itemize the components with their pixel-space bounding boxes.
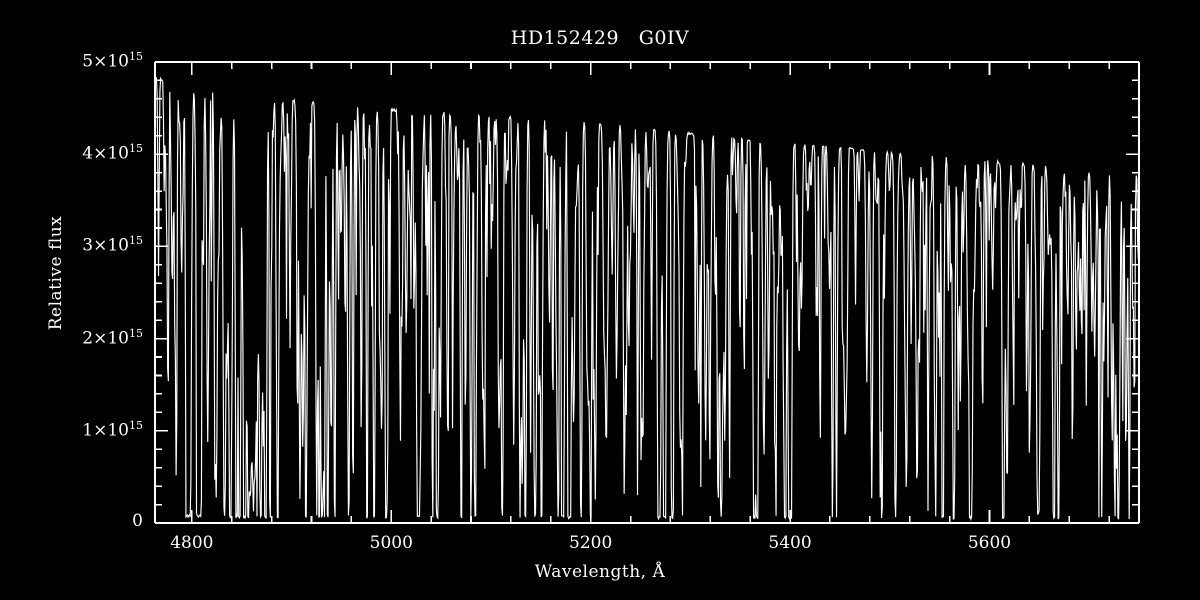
axes-frame <box>154 61 1140 524</box>
x-tick-label: 5000 <box>369 533 413 553</box>
y-tick-label: 2×1015 <box>82 326 143 349</box>
x-axis-title: Wavelength, Å <box>534 562 666 582</box>
y-tick-label: 1×1015 <box>82 418 143 441</box>
x-tick-label: 5600 <box>967 533 1012 553</box>
y-tick-label: 3×1015 <box>82 234 143 257</box>
y-tick-label: 4×1015 <box>82 142 143 164</box>
x-tick-label: 5400 <box>768 533 812 553</box>
y-tick-label: 5×1015 <box>82 50 143 72</box>
x-tick-label: 5200 <box>569 533 613 553</box>
y-tick-label: 0 <box>132 511 143 531</box>
x-tick-label: 4800 <box>170 533 214 553</box>
page-title: HD152429 G0IV <box>510 27 690 49</box>
spectrum-trace <box>156 76 1138 522</box>
